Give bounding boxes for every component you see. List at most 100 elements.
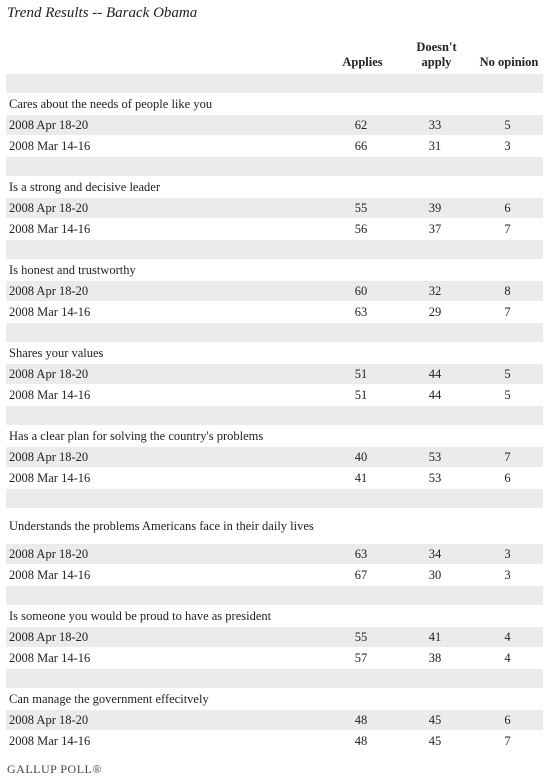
- date-cell: 2008 Apr 18-20: [6, 280, 324, 302]
- value-cell: 4: [472, 626, 543, 648]
- spacer-cell: [398, 73, 472, 94]
- spacer-cell: [6, 585, 324, 606]
- value-cell: 51: [324, 384, 398, 406]
- data-row: 2008 Apr 18-20 51 44 5: [6, 363, 543, 385]
- date-cell: 2008 Apr 18-20: [6, 543, 324, 565]
- spacer-cell: [324, 239, 398, 260]
- spacer-cell: [398, 156, 472, 177]
- spacer-cell: [324, 405, 398, 426]
- date-cell: 2008 Mar 14-16: [6, 301, 324, 323]
- value-cell: 63: [324, 543, 398, 565]
- spacer-cell: [6, 73, 324, 94]
- value-cell: 44: [398, 363, 472, 385]
- spacer-cell: [472, 156, 543, 177]
- date-cell: 2008 Apr 18-20: [6, 197, 324, 219]
- value-cell: 6: [472, 709, 543, 731]
- data-row: 2008 Mar 14-16 51 44 5: [6, 384, 543, 406]
- data-row: 2008 Mar 14-16 67 30 3: [6, 564, 543, 586]
- value-cell: 29: [398, 301, 472, 323]
- spacer-row: [6, 668, 543, 689]
- item-row: Has a clear plan for solving the country…: [6, 425, 543, 447]
- spacer-row: [6, 322, 543, 343]
- item-row: Cares about the needs of people like you: [6, 93, 543, 115]
- data-row: 2008 Mar 14-16 57 38 4: [6, 647, 543, 669]
- spacer-row: [6, 73, 543, 94]
- data-row: 2008 Apr 18-20 40 53 7: [6, 446, 543, 468]
- spacer-cell: [472, 239, 543, 260]
- value-cell: 44: [398, 384, 472, 406]
- value-cell: 45: [398, 730, 472, 751]
- item-label: Understands the problems Americans face …: [6, 508, 543, 544]
- header-cell: [6, 34, 324, 74]
- date-cell: 2008 Mar 14-16: [6, 467, 324, 489]
- value-cell: 4: [472, 647, 543, 669]
- spacer-cell: [6, 322, 324, 343]
- value-cell: 6: [472, 197, 543, 219]
- data-row: 2008 Mar 14-16 48 45 7: [6, 730, 543, 751]
- value-cell: 7: [472, 446, 543, 468]
- value-cell: 53: [398, 467, 472, 489]
- value-cell: 67: [324, 564, 398, 586]
- spacer-cell: [324, 668, 398, 689]
- spacer-row: [6, 488, 543, 509]
- spacer-cell: [398, 488, 472, 509]
- column-header: Doesn't apply: [416, 40, 457, 69]
- item-label: Shares your values: [6, 342, 543, 364]
- date-cell: 2008 Mar 14-16: [6, 135, 324, 157]
- date-cell: 2008 Apr 18-20: [6, 363, 324, 385]
- results-table: Applies Doesn't apply No opinion Cares abou…: [6, 34, 543, 751]
- value-cell: 51: [324, 363, 398, 385]
- item-row: Understands the problems Americans face …: [6, 508, 543, 544]
- value-cell: 3: [472, 135, 543, 157]
- column-header: No opinion: [479, 55, 539, 69]
- spacer-cell: [472, 73, 543, 94]
- data-row: 2008 Mar 14-16 41 53 6: [6, 467, 543, 489]
- date-cell: 2008 Mar 14-16: [6, 218, 324, 240]
- spacer-cell: [6, 488, 324, 509]
- spacer-cell: [472, 322, 543, 343]
- spacer-cell: [472, 668, 543, 689]
- value-cell: 41: [398, 626, 472, 648]
- spacer-cell: [472, 488, 543, 509]
- spacer-cell: [472, 405, 543, 426]
- footer: GALLUP POLL®: [7, 762, 103, 776]
- spacer-cell: [324, 73, 398, 94]
- spacer-row: [6, 585, 543, 606]
- value-cell: 63: [324, 301, 398, 323]
- date-cell: 2008 Mar 14-16: [6, 647, 324, 669]
- value-cell: 5: [472, 384, 543, 406]
- value-cell: 57: [324, 647, 398, 669]
- spacer-cell: [398, 668, 472, 689]
- value-cell: 6: [472, 467, 543, 489]
- data-row: 2008 Apr 18-20 48 45 6: [6, 709, 543, 731]
- spacer-row: [6, 156, 543, 177]
- spacer-cell: [6, 156, 324, 177]
- item-row: Is honest and trustworthy: [6, 259, 543, 281]
- date-cell: 2008 Mar 14-16: [6, 384, 324, 406]
- value-cell: 30: [398, 564, 472, 586]
- value-cell: 62: [324, 114, 398, 136]
- value-cell: 66: [324, 135, 398, 157]
- data-row: 2008 Mar 14-16 66 31 3: [6, 135, 543, 157]
- item-row: Is a strong and decisive leader: [6, 176, 543, 198]
- value-cell: 7: [472, 730, 543, 751]
- date-cell: 2008 Apr 18-20: [6, 709, 324, 731]
- value-cell: 37: [398, 218, 472, 240]
- value-cell: 7: [472, 301, 543, 323]
- value-cell: 55: [324, 626, 398, 648]
- value-cell: 40: [324, 446, 398, 468]
- data-row: 2008 Apr 18-20 62 33 5: [6, 114, 543, 136]
- column-header: Applies: [342, 55, 383, 69]
- value-cell: 8: [472, 280, 543, 302]
- value-cell: 56: [324, 218, 398, 240]
- value-cell: 48: [324, 709, 398, 731]
- spacer-cell: [398, 322, 472, 343]
- value-cell: 32: [398, 280, 472, 302]
- data-row: 2008 Apr 18-20 55 41 4: [6, 626, 543, 648]
- date-cell: 2008 Apr 18-20: [6, 446, 324, 468]
- item-label: Cares about the needs of people like you: [6, 93, 543, 115]
- value-cell: 55: [324, 197, 398, 219]
- data-row: 2008 Apr 18-20 60 32 8: [6, 280, 543, 302]
- spacer-cell: [398, 585, 472, 606]
